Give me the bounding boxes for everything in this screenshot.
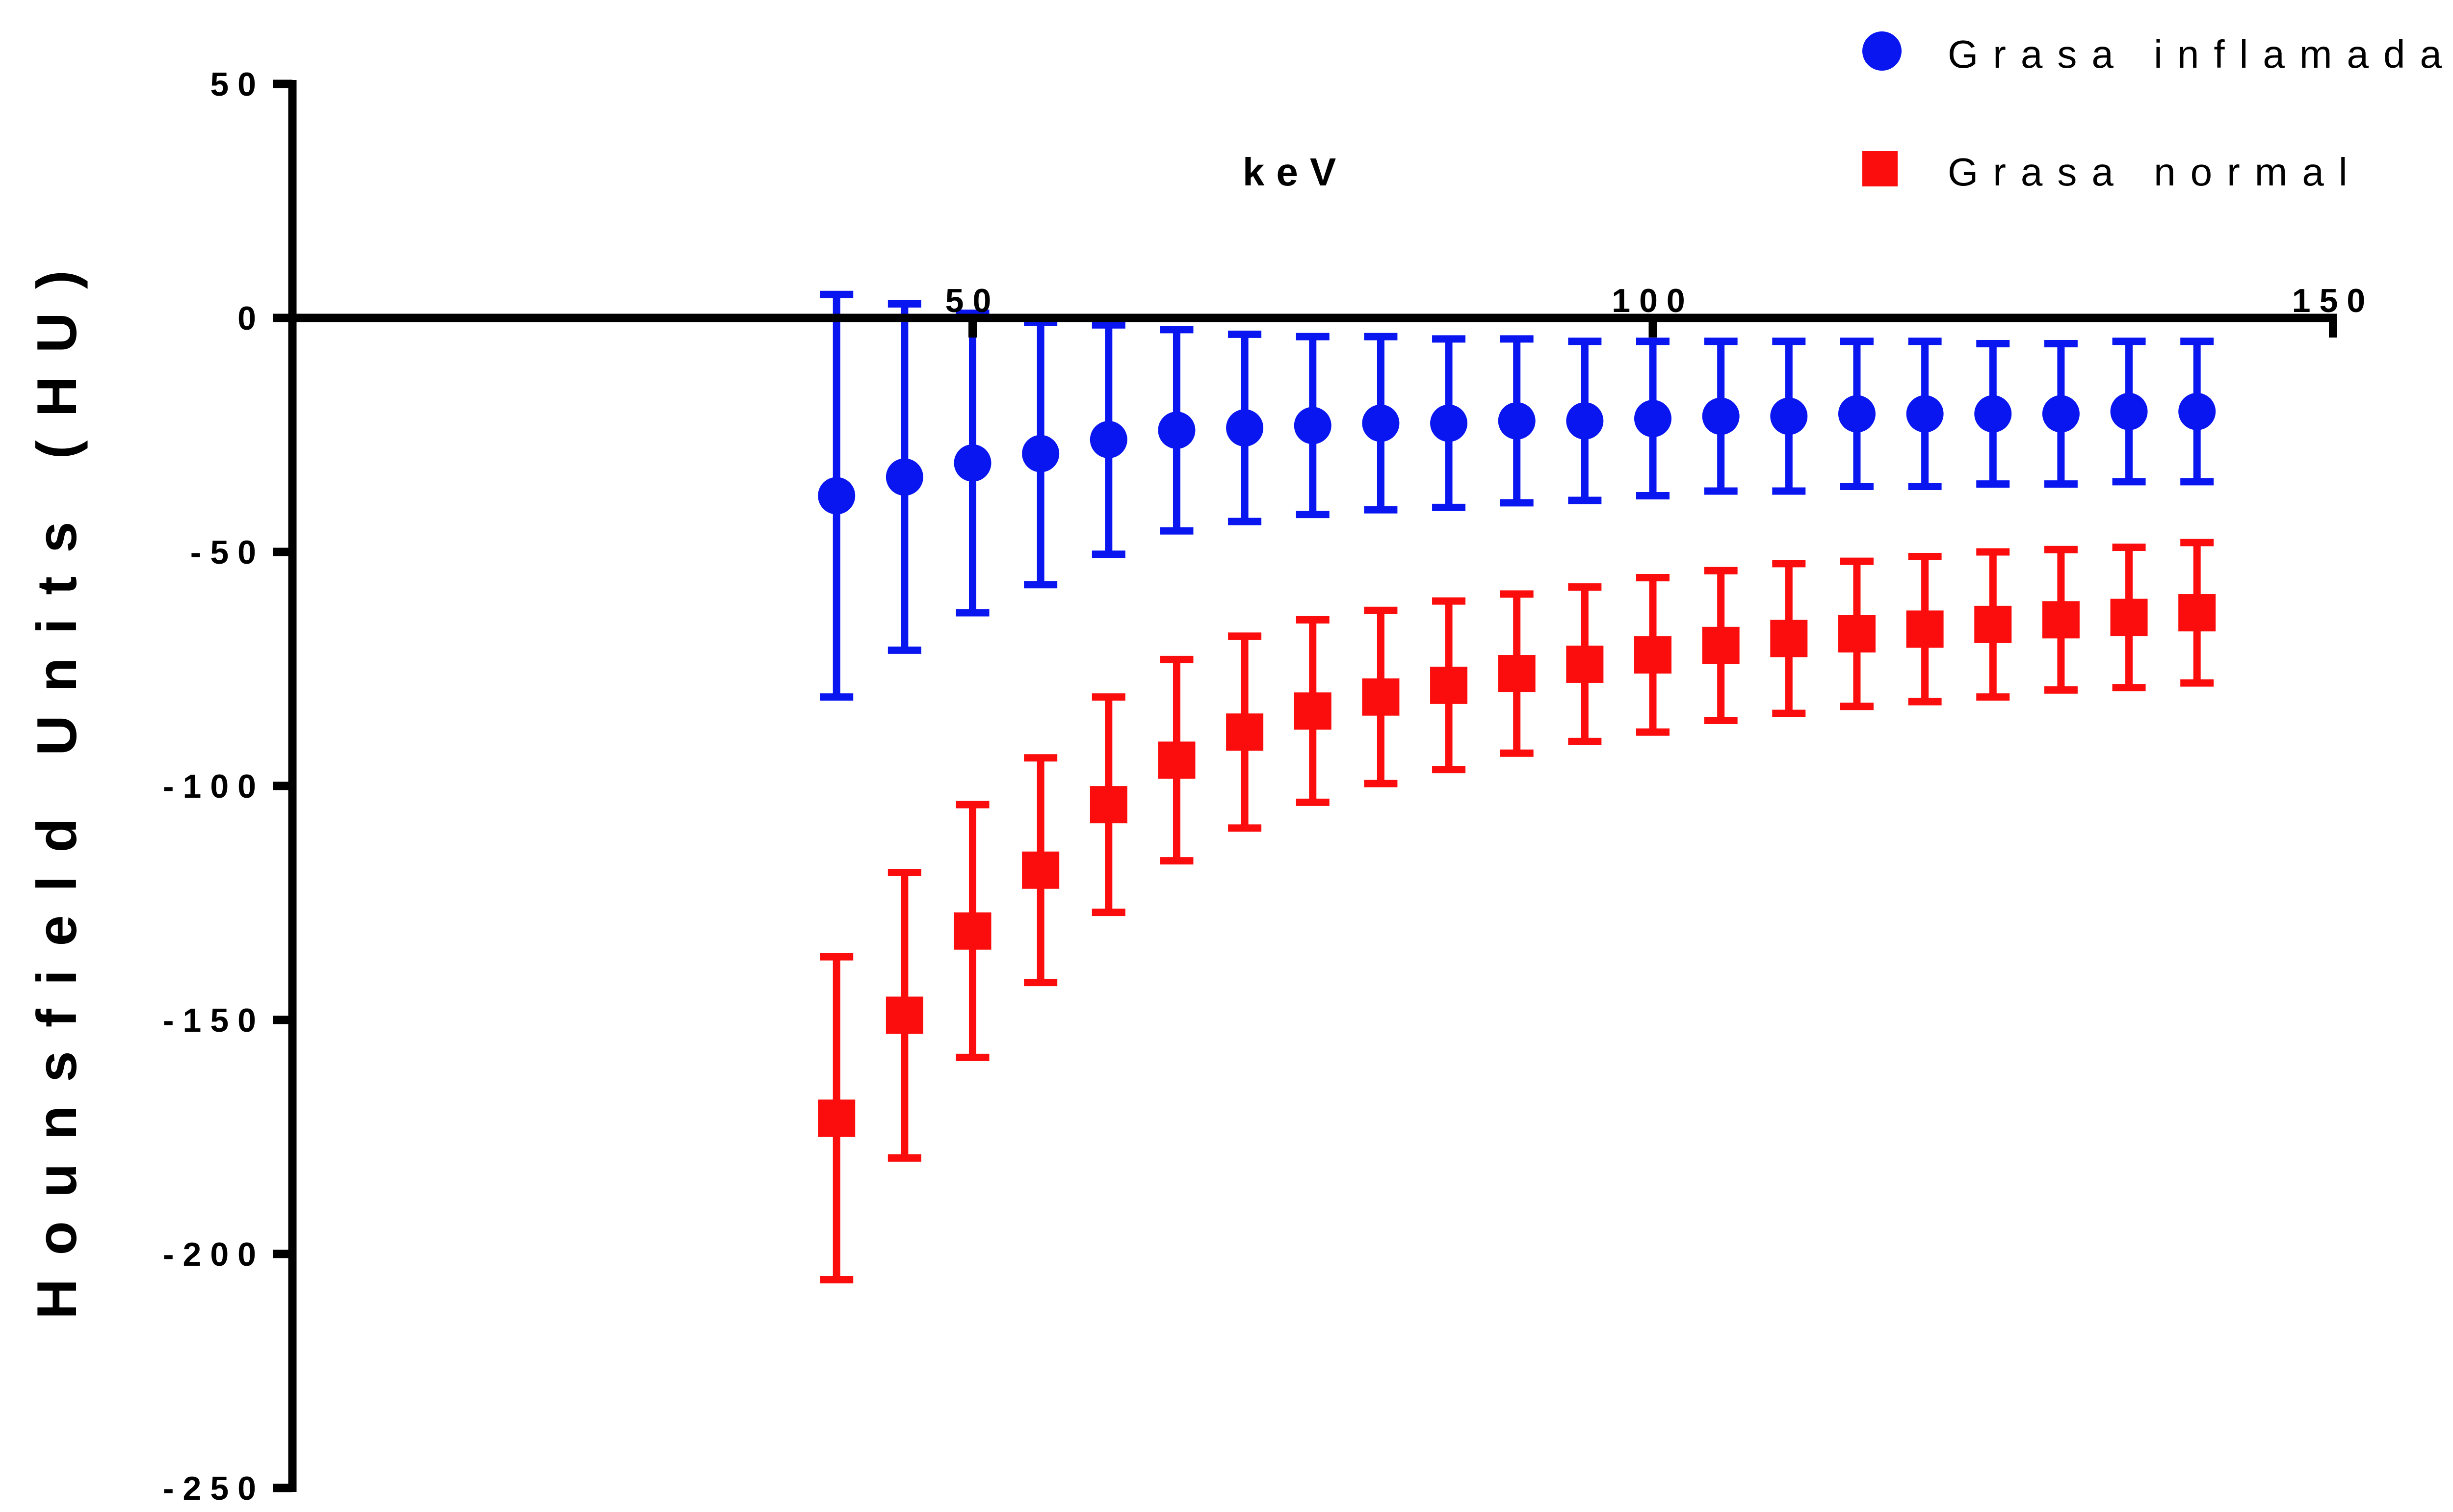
data-point — [886, 458, 923, 496]
y-tick-label: 0 — [237, 300, 265, 337]
y-tick-label: -50 — [190, 534, 265, 571]
legend-label: Grasa normal — [1948, 150, 2362, 194]
data-point — [1362, 404, 1400, 442]
data-point — [1974, 605, 2012, 643]
series-1 — [818, 290, 2216, 701]
data-point — [1294, 692, 1331, 730]
series-2 — [818, 539, 2216, 1283]
y-tick-label: -200 — [163, 1236, 265, 1273]
data-point — [886, 996, 923, 1034]
data-point — [1566, 645, 1604, 683]
y-tick-label: 50 — [210, 66, 265, 103]
data-point — [2042, 601, 2080, 639]
x-tick-label: 100 — [1612, 282, 1694, 319]
data-point — [2042, 395, 2080, 433]
data-point — [1566, 402, 1604, 440]
data-point — [1294, 407, 1331, 444]
data-point — [954, 912, 992, 950]
data-point — [2178, 392, 2216, 430]
data-point — [2110, 599, 2148, 636]
data-point — [1430, 404, 1468, 442]
data-point — [1090, 421, 1127, 459]
data-point — [1158, 741, 1196, 779]
data-point — [1634, 636, 1671, 674]
data-point — [1906, 610, 1944, 648]
y-axis-title: Hounsfield Units (HU) — [26, 247, 88, 1319]
legend-marker-circle — [1862, 31, 1902, 71]
data-point — [1226, 713, 1264, 751]
data-point — [1702, 626, 1740, 664]
data-point — [1022, 435, 1060, 472]
data-point — [1362, 678, 1400, 716]
data-point — [1158, 411, 1196, 449]
data-point — [1838, 395, 1876, 433]
y-tick-label: -250 — [163, 1470, 265, 1507]
data-point — [818, 477, 856, 515]
data-point — [1498, 402, 1536, 440]
legend: Grasa inflamada Grasa normal — [1862, 31, 2453, 194]
data-point — [1838, 615, 1876, 652]
ticks-layer: 50 0 -50 -100 -150 -200 -250 50 100 150 — [163, 66, 2374, 1507]
data-point — [2110, 392, 2148, 430]
data-point — [818, 1099, 856, 1137]
data-point — [1090, 786, 1127, 824]
y-tick-label: -100 — [163, 768, 265, 805]
legend-label: Grasa inflamada — [1948, 32, 2453, 76]
data-point — [1226, 409, 1264, 447]
legend-marker-square — [1862, 151, 1898, 186]
x-tick-label: 50 — [945, 282, 1000, 319]
data-point — [1770, 620, 1808, 657]
data-point — [1906, 395, 1944, 433]
data-point — [1702, 397, 1740, 435]
data-point — [1022, 851, 1060, 889]
x-tick-label: 150 — [2292, 282, 2374, 319]
data-point — [1430, 666, 1468, 704]
y-tick-label: -150 — [163, 1002, 265, 1039]
x-axis-title: keV — [1243, 150, 1348, 194]
data-point — [1634, 400, 1671, 438]
data-point — [954, 444, 992, 482]
data-point — [1974, 395, 2012, 433]
data-point — [1498, 655, 1536, 693]
data-point — [2178, 594, 2216, 632]
data-point — [1770, 397, 1808, 435]
series-layer — [818, 290, 2216, 1283]
